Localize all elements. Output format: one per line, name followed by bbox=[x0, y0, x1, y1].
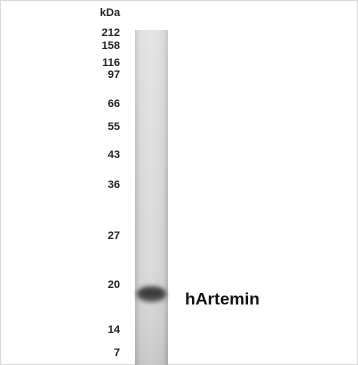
marker-label: 66 bbox=[108, 98, 120, 110]
marker-label: 55 bbox=[108, 121, 120, 133]
protein-band-core bbox=[140, 290, 164, 296]
marker-label: 158 bbox=[102, 40, 120, 52]
marker-label: 20 bbox=[108, 279, 120, 291]
lane bbox=[135, 30, 168, 365]
marker-label: 27 bbox=[108, 230, 120, 242]
unit-label: kDa bbox=[100, 7, 121, 19]
marker-label: 36 bbox=[108, 179, 120, 191]
marker-label: 97 bbox=[108, 69, 120, 81]
marker-label: 116 bbox=[102, 57, 120, 69]
marker-label: 43 bbox=[108, 149, 120, 161]
marker-label: 7 bbox=[114, 347, 120, 359]
band-label: hArtemin bbox=[185, 289, 260, 308]
gel-figure: kDa 212158 11697 66 55 43 36 27 20 14 7 hArtemin bbox=[0, 0, 358, 365]
frame bbox=[1, 1, 358, 365]
marker-label: 212 bbox=[102, 27, 120, 39]
lane-shade bbox=[135, 30, 168, 365]
marker-label: 14 bbox=[108, 324, 121, 336]
